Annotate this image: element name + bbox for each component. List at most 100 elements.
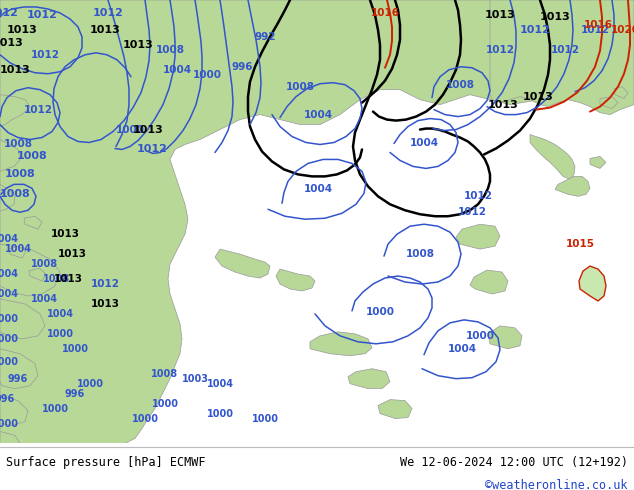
Text: 996: 996 [231,62,253,72]
Text: 1000: 1000 [61,344,89,354]
Text: 996: 996 [8,374,28,384]
Text: 1013: 1013 [122,40,153,50]
Text: 1004: 1004 [30,294,58,304]
Text: 1012: 1012 [463,191,493,201]
Polygon shape [555,176,590,196]
Text: 1000: 1000 [0,418,18,429]
Text: 1012: 1012 [91,279,119,289]
Polygon shape [0,395,28,425]
Polygon shape [456,224,500,249]
Text: 1008: 1008 [0,189,30,199]
Text: 1013: 1013 [51,229,79,239]
Text: 1012: 1012 [0,8,18,18]
Polygon shape [0,184,15,211]
Polygon shape [0,349,38,389]
Text: 1004: 1004 [448,344,477,354]
Polygon shape [590,156,606,169]
Text: 1000: 1000 [365,307,394,317]
Text: 1008: 1008 [4,170,36,179]
Polygon shape [470,270,508,294]
Text: 1012: 1012 [581,25,609,35]
Text: 1015: 1015 [566,239,595,249]
Text: 1000: 1000 [131,414,158,423]
Polygon shape [310,332,372,356]
Polygon shape [579,266,606,301]
Text: 1008: 1008 [30,259,58,269]
Polygon shape [0,0,634,443]
Text: 1013: 1013 [488,99,519,110]
Polygon shape [0,299,45,339]
Polygon shape [0,140,20,171]
Text: 1000: 1000 [207,409,233,418]
Text: 1012: 1012 [93,8,124,18]
Text: 1008: 1008 [4,140,32,149]
Text: 1004: 1004 [4,244,32,254]
Text: 1000: 1000 [0,334,18,344]
Text: 1000: 1000 [115,124,145,135]
Text: 1008: 1008 [42,274,70,284]
Text: 1013: 1013 [540,12,571,22]
Text: 1013: 1013 [522,92,553,101]
Text: 1012: 1012 [136,145,167,154]
Text: 1013: 1013 [91,299,119,309]
Text: 1012: 1012 [486,45,515,55]
Text: We 12-06-2024 12:00 UTC (12+192): We 12-06-2024 12:00 UTC (12+192) [399,456,628,468]
Text: ©weatheronline.co.uk: ©weatheronline.co.uk [485,479,628,490]
Polygon shape [0,244,60,296]
Text: 1004: 1004 [410,138,439,147]
Text: 1013: 1013 [484,10,515,20]
Text: 1003: 1003 [181,374,209,384]
Text: 1004: 1004 [304,184,333,195]
Text: 1000: 1000 [46,329,74,339]
Text: 1012: 1012 [519,25,550,35]
Text: 1004: 1004 [207,379,233,389]
Text: 1008: 1008 [285,82,314,92]
Text: 1013: 1013 [133,124,164,135]
Polygon shape [24,216,42,229]
Text: 1000: 1000 [77,379,103,389]
Text: 1004: 1004 [304,110,333,120]
Text: 1000: 1000 [465,331,495,341]
Text: 1000: 1000 [152,398,179,409]
Text: 1000: 1000 [193,70,221,80]
Text: 992: 992 [254,32,276,42]
Text: 1008: 1008 [152,368,179,379]
Text: 1012: 1012 [550,45,579,55]
Polygon shape [0,95,30,126]
Text: 1004: 1004 [0,289,18,299]
Polygon shape [0,432,20,443]
Text: 1008: 1008 [16,151,48,161]
Polygon shape [490,0,634,115]
Text: 1012: 1012 [458,207,486,217]
Text: 1000: 1000 [0,314,18,324]
Text: 1012: 1012 [27,10,58,20]
Text: 1004: 1004 [0,269,18,279]
Text: 1012: 1012 [23,105,53,115]
Text: 1013: 1013 [53,274,82,284]
Text: 1013: 1013 [0,38,23,48]
Text: 1013: 1013 [89,25,120,35]
Polygon shape [215,249,270,278]
Text: 1000: 1000 [0,357,18,367]
Text: 1000: 1000 [41,404,68,414]
Text: 1004: 1004 [162,65,191,75]
Text: 1008: 1008 [446,80,474,90]
Text: Surface pressure [hPa] ECMWF: Surface pressure [hPa] ECMWF [6,456,206,468]
Polygon shape [276,269,315,291]
Text: 1008: 1008 [155,45,184,55]
Text: 1004: 1004 [0,234,18,244]
Polygon shape [29,268,46,281]
Text: 1013: 1013 [58,249,86,259]
Polygon shape [488,326,522,349]
Text: 1004: 1004 [46,309,74,319]
Text: 1008: 1008 [406,249,434,259]
Polygon shape [378,400,412,418]
Polygon shape [348,368,390,389]
Text: 1016: 1016 [583,20,612,30]
Polygon shape [9,246,26,258]
Text: 1000: 1000 [252,414,278,423]
Polygon shape [530,135,575,179]
Polygon shape [600,97,618,109]
Text: 1013: 1013 [6,25,37,35]
Text: 1016: 1016 [370,8,399,18]
